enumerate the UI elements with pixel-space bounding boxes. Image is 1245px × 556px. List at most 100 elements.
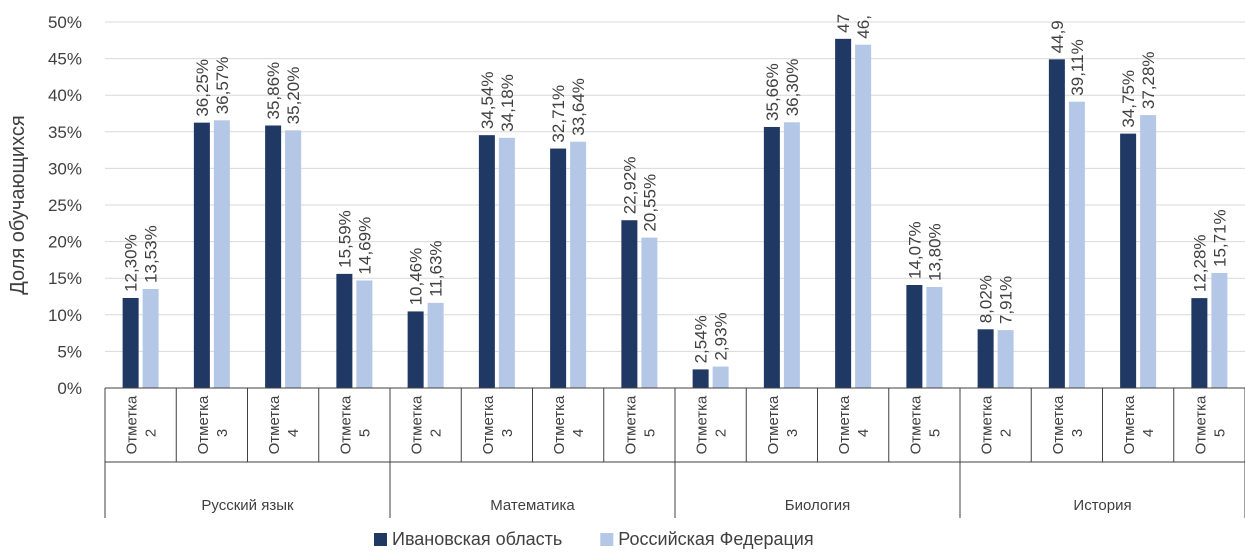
category-label: 5 [356, 429, 373, 437]
data-label: 15,59% [335, 210, 354, 268]
data-label: 46, [854, 15, 873, 39]
bar [213, 120, 230, 388]
bar [1191, 298, 1208, 388]
category-label: Отметка [551, 395, 568, 454]
category-label: 4 [855, 429, 872, 437]
bar [356, 280, 373, 388]
category-label: Отметка [1121, 395, 1138, 454]
data-label: 7,91% [997, 276, 1016, 324]
data-label: 8,02% [977, 275, 996, 323]
group-label: Математика [490, 497, 575, 514]
bar [478, 135, 495, 388]
data-label: 44,9 [1048, 20, 1067, 53]
bar [763, 126, 780, 388]
legend-swatch [374, 533, 387, 546]
y-tick-label: 50% [48, 13, 82, 32]
data-label: 14,69% [355, 217, 374, 275]
y-tick-label: 45% [48, 50, 82, 69]
bar [142, 288, 159, 388]
legend-swatch [600, 533, 614, 546]
category-label: Отметка [1050, 395, 1067, 454]
data-label: 39,11% [1068, 39, 1087, 95]
y-tick-label: 40% [48, 86, 82, 105]
category-label: 4 [1140, 429, 1157, 437]
bar [407, 311, 424, 388]
data-label: 10,46% [407, 248, 426, 306]
bar [193, 122, 210, 389]
bar [122, 297, 139, 388]
bar [498, 137, 515, 388]
data-label: 36,30% [783, 59, 802, 117]
data-label: 47 [834, 14, 853, 33]
legend-label: Ивановская область [392, 529, 562, 549]
data-label: 35,66% [763, 63, 782, 121]
category-label: Отметка [337, 395, 354, 454]
data-label: 2,93% [712, 312, 731, 360]
category-label: Отметка [694, 395, 711, 454]
bar [641, 237, 658, 388]
data-label: 35,86% [264, 62, 283, 120]
bar [692, 369, 709, 388]
bar [265, 125, 282, 389]
category-label: 3 [499, 429, 516, 437]
bar [621, 220, 638, 388]
y-tick-label: 15% [48, 269, 82, 288]
bar [783, 122, 800, 388]
data-label: 15,71% [1210, 209, 1229, 267]
data-label: 2,54% [692, 315, 711, 363]
bar [997, 330, 1014, 388]
data-label: 22,92% [620, 157, 639, 215]
category-label: 5 [641, 429, 658, 437]
legend-label: Российская Федерация [618, 529, 813, 549]
data-label: 20,55% [640, 174, 659, 232]
category-label: 3 [214, 429, 231, 437]
category-label: 2 [143, 429, 160, 437]
bar [570, 141, 587, 388]
data-label: 12,30% [122, 234, 141, 292]
data-label: 34,75% [1119, 70, 1138, 128]
category-label: Отметка [907, 395, 924, 454]
bar [712, 366, 729, 388]
data-label: 13,53% [142, 225, 161, 283]
category-label: Отметка [480, 395, 497, 454]
bar [550, 148, 567, 388]
data-label: 33,64% [569, 78, 588, 136]
category-label: Отметка [195, 395, 212, 454]
bar [855, 44, 872, 388]
category-label: 5 [926, 429, 943, 437]
y-tick-label: 0% [57, 379, 82, 398]
y-tick-label: 5% [57, 342, 82, 361]
y-tick-label: 25% [48, 196, 82, 215]
data-label: 12,28% [1190, 234, 1209, 292]
category-label: 2 [713, 429, 730, 437]
category-label: Отметка [1192, 395, 1209, 454]
category-label: Отметка [836, 395, 853, 454]
bar [336, 273, 353, 388]
category-label: Отметка [765, 395, 782, 454]
y-tick-label: 20% [48, 233, 82, 252]
data-label: 35,20% [284, 67, 303, 125]
category-label: 4 [285, 429, 302, 437]
group-label: История [1073, 497, 1131, 514]
bar [1068, 101, 1085, 389]
y-tick-label: 30% [48, 159, 82, 178]
category-label: Отметка [622, 395, 639, 454]
bar [1048, 59, 1065, 388]
data-label: 37,28% [1139, 51, 1158, 109]
bar [926, 286, 943, 388]
y-tick-label: 10% [48, 306, 82, 325]
data-label: 14,07% [905, 221, 924, 279]
data-label: 11,63% [427, 240, 446, 296]
data-label: 32,71% [549, 85, 568, 143]
category-label: 2 [998, 429, 1015, 437]
bar [1211, 273, 1228, 388]
bar [906, 285, 923, 388]
category-label: Отметка [409, 395, 426, 454]
y-tick-label: 35% [48, 123, 82, 142]
bar [1140, 115, 1157, 388]
bar [427, 302, 444, 388]
bar [1120, 133, 1137, 388]
category-label: 4 [570, 429, 587, 437]
category-label: Отметка [124, 395, 141, 454]
